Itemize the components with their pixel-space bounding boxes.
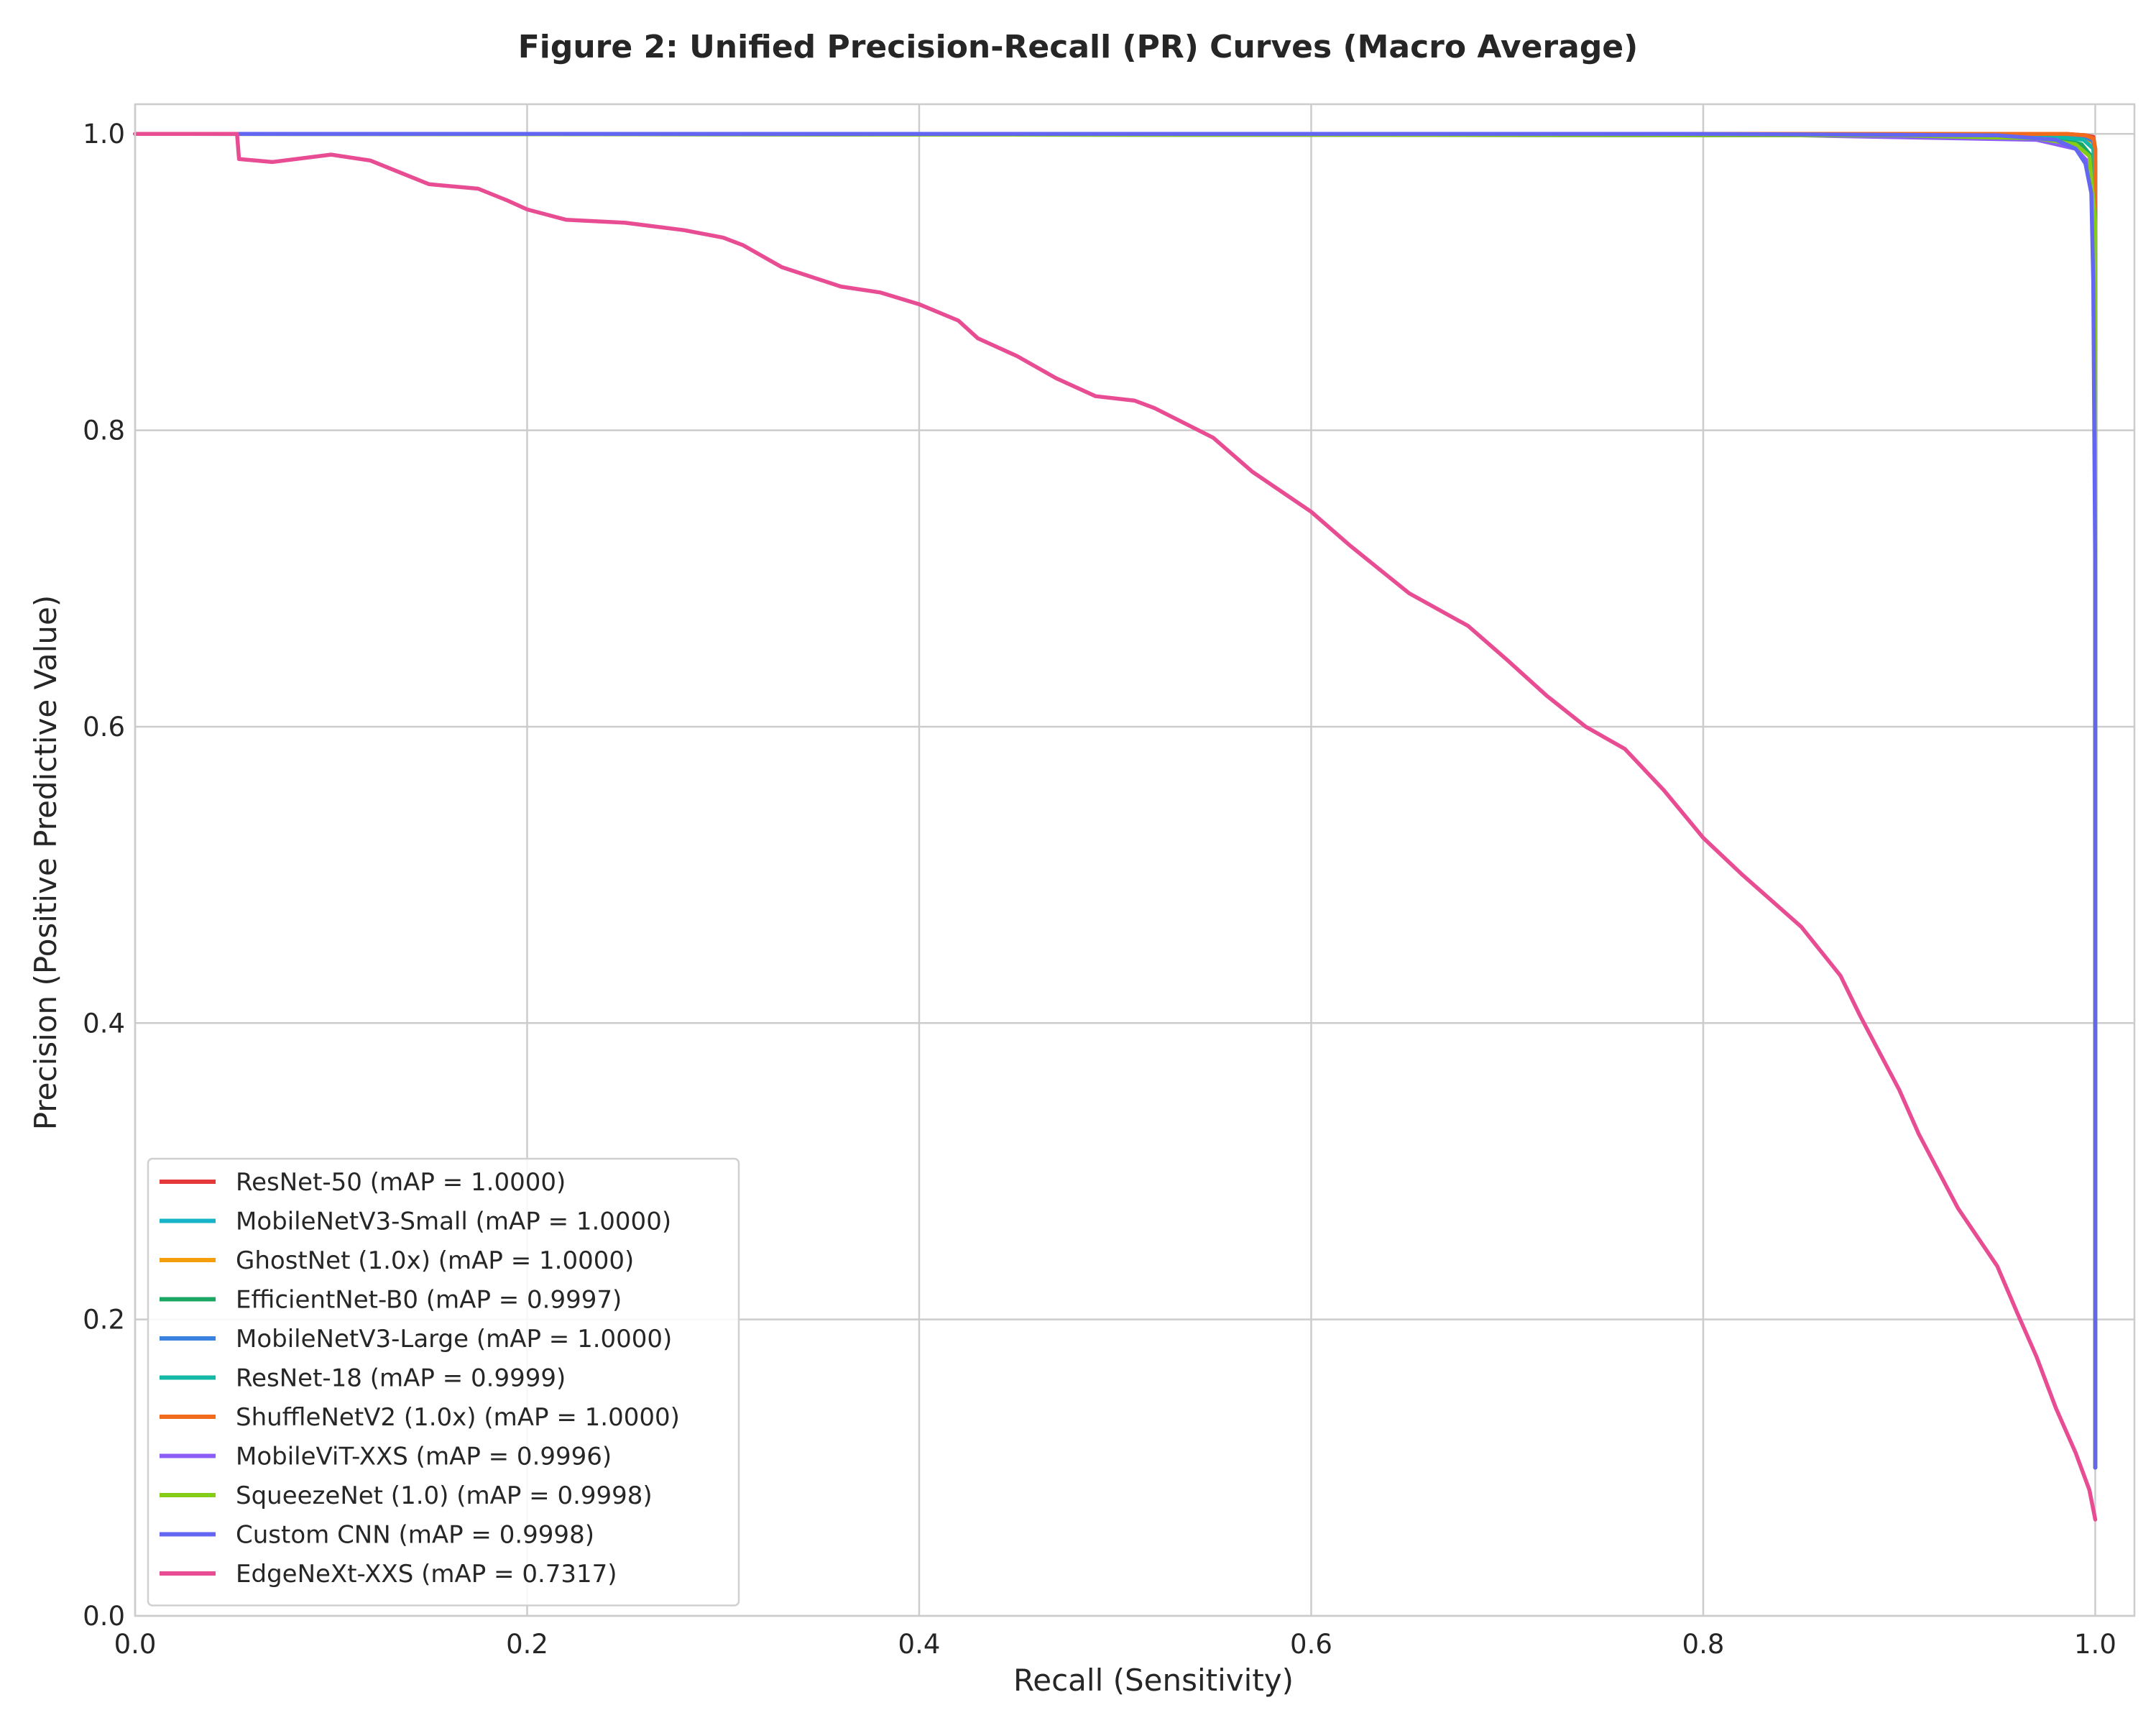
plot-frame <box>134 103 2136 1617</box>
legend-label: MobileNetV3-Large (mAP = 1.0000) <box>236 1325 672 1354</box>
y-tick-label: 0.2 <box>83 1305 125 1336</box>
series-line-10 <box>133 132 2098 1522</box>
legend: ResNet-50 (mAP = 1.0000) MobileNetV3-Smal… <box>147 1157 740 1607</box>
y-tick-label: 1.0 <box>83 119 125 150</box>
legend-label: ResNet-50 (mAP = 1.0000) <box>236 1168 566 1197</box>
legend-box <box>147 1157 740 1607</box>
series-lines <box>133 132 2098 1522</box>
x-tick-label: 0.8 <box>1682 1629 1725 1660</box>
y-tick-label: 0.4 <box>83 1008 125 1039</box>
y-axis-label: Precision (Positive Predictive Value) <box>28 595 63 1131</box>
legend-label: SqueezeNet (1.0) (mAP = 0.9998) <box>236 1481 653 1510</box>
legend-label: Custom CNN (mAP = 0.9998) <box>236 1521 594 1550</box>
x-tick-label: 0.0 <box>114 1629 157 1660</box>
legend-label: GhostNet (1.0x) (mAP = 1.0000) <box>236 1246 634 1275</box>
y-tick-label: 0.0 <box>83 1601 125 1632</box>
x-tick-label: 1.0 <box>2074 1629 2116 1660</box>
legend-label: EdgeNeXt-XXS (mAP = 0.7317) <box>236 1560 617 1589</box>
legend-label: ShuffleNetV2 (1.0x) (mAP = 1.0000) <box>236 1403 680 1432</box>
y-tick-label: 0.6 <box>83 712 125 743</box>
axes: 0.0 0.2 0.4 0.6 0.8 1.0 0.0 0.2 0.4 0.6 0.8 1.0 <box>83 103 2136 1660</box>
y-tick-label: 0.8 <box>83 415 125 446</box>
series-line-6 <box>133 132 2098 1470</box>
legend-label: EfficientNet-B0 (mAP = 0.9997) <box>236 1286 622 1315</box>
legend-label: MobileNetV3-Small (mAP = 1.0000) <box>236 1208 671 1236</box>
chart-title: Figure 2: Unified Precision-Recall (PR) … <box>518 29 1639 65</box>
x-tick-label: 0.2 <box>506 1629 548 1660</box>
legend-label: ResNet-18 (mAP = 0.9999) <box>236 1364 566 1393</box>
x-tick-label: 0.6 <box>1290 1629 1332 1660</box>
series-line-9 <box>133 132 2098 1470</box>
legend-label: MobileViT-XXS (mAP = 0.9996) <box>236 1443 612 1471</box>
x-axis-label: Recall (Sensitivity) <box>1013 1663 1294 1698</box>
x-tick-label: 0.4 <box>898 1629 941 1660</box>
